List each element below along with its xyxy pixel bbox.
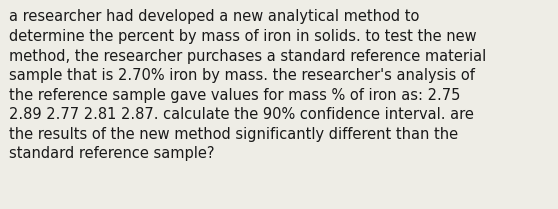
Text: a researcher had developed a new analytical method to
determine the percent by m: a researcher had developed a new analyti… — [9, 9, 486, 161]
